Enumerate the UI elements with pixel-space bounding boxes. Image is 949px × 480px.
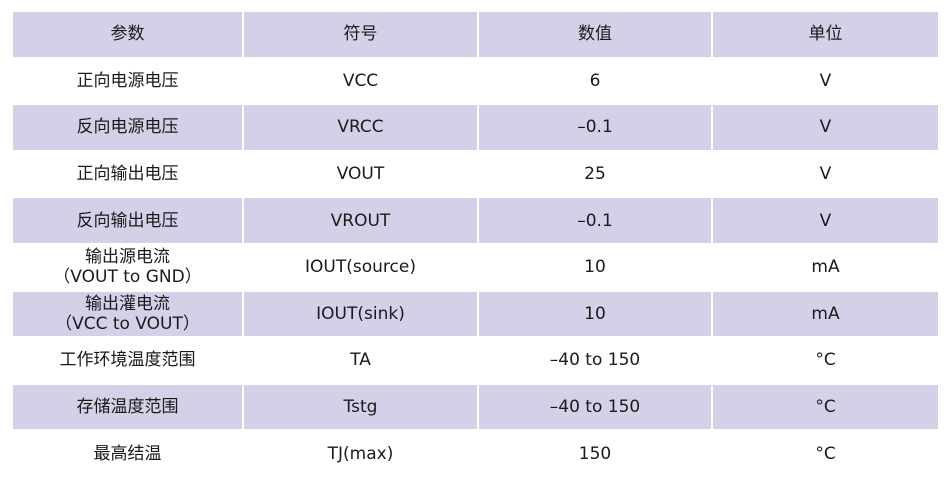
param-cell: 正向电源电压 <box>11 57 244 106</box>
unit-cell: °C <box>711 430 940 478</box>
param-line: 反向输出电压 <box>76 210 179 231</box>
param-cell: 正向输出电压 <box>11 150 244 199</box>
unit-cell: mA <box>711 290 940 339</box>
unit-cell: V <box>711 104 940 152</box>
param-cell: 反向电源电压 <box>11 104 244 152</box>
param-line: （VOUT to GND） <box>53 267 202 288</box>
value-cell: –40 to 150 <box>477 337 713 385</box>
symbol-cell: TA <box>242 337 479 385</box>
table-row: 存储温度范围 Tstg –40 to 150 °C <box>11 383 940 432</box>
param-line: 输出灌电流 <box>85 293 170 314</box>
value-cell: 10 <box>477 243 713 292</box>
table-row: 正向输出电压 VOUT 25 V <box>11 150 940 199</box>
value-cell: –0.1 <box>477 197 713 245</box>
table-row: 工作环境温度范围 TA –40 to 150 °C <box>11 337 940 385</box>
param-line: （VCC to VOUT） <box>55 313 200 334</box>
param-cell: 输出源电流 （VOUT to GND） <box>11 243 244 292</box>
param-line: 最高结温 <box>93 443 162 464</box>
symbol-cell: VCC <box>242 57 479 106</box>
header-value: 数值 <box>477 12 713 59</box>
symbol-cell: VROUT <box>242 197 479 245</box>
unit-cell: °C <box>711 337 940 385</box>
param-cell: 反向输出电压 <box>11 197 244 245</box>
value-cell: –40 to 150 <box>477 383 713 432</box>
header-unit: 单位 <box>711 12 940 59</box>
table-row: 反向输出电压 VROUT –0.1 V <box>11 197 940 245</box>
table-row: 反向电源电压 VRCC –0.1 V <box>11 104 940 152</box>
unit-cell: °C <box>711 383 940 432</box>
symbol-cell: VRCC <box>242 104 479 152</box>
param-line: 工作环境温度范围 <box>59 350 196 371</box>
param-line: 正向输出电压 <box>76 164 179 185</box>
param-line: 反向电源电压 <box>76 117 179 138</box>
table-row: 输出灌电流 （VCC to VOUT） IOUT(sink) 10 mA <box>11 290 940 339</box>
value-cell: 25 <box>477 150 713 199</box>
unit-cell: V <box>711 150 940 199</box>
table-row: 正向电源电压 VCC 6 V <box>11 57 940 106</box>
table-row: 最高结温 TJ(max) 150 °C <box>11 430 940 478</box>
unit-cell: V <box>711 197 940 245</box>
param-line: 输出源电流 <box>85 247 170 268</box>
unit-cell: V <box>711 57 940 106</box>
table-row: 输出源电流 （VOUT to GND） IOUT(source) 10 mA <box>11 243 940 292</box>
param-cell: 存储温度范围 <box>11 383 244 432</box>
param-line: 存储温度范围 <box>76 397 179 418</box>
param-cell: 工作环境温度范围 <box>11 337 244 385</box>
value-cell: 6 <box>477 57 713 106</box>
header-param: 参数 <box>11 12 244 59</box>
symbol-cell: VOUT <box>242 150 479 199</box>
header-symbol: 符号 <box>242 12 479 59</box>
value-cell: –0.1 <box>477 104 713 152</box>
absolute-max-ratings-table: 参数 符号 数值 单位 正向电源电压 VCC 6 V 反向电源电压 VRCC –0.1 V 正向… <box>11 12 940 478</box>
symbol-cell: IOUT(sink) <box>242 290 479 339</box>
value-cell: 150 <box>477 430 713 478</box>
table-header-row: 参数 符号 数值 单位 <box>11 12 940 59</box>
param-cell: 最高结温 <box>11 430 244 478</box>
symbol-cell: IOUT(source) <box>242 243 479 292</box>
param-line: 正向电源电压 <box>76 70 179 91</box>
value-cell: 10 <box>477 290 713 339</box>
symbol-cell: Tstg <box>242 383 479 432</box>
param-cell: 输出灌电流 （VCC to VOUT） <box>11 290 244 339</box>
symbol-cell: TJ(max) <box>242 430 479 478</box>
unit-cell: mA <box>711 243 940 292</box>
